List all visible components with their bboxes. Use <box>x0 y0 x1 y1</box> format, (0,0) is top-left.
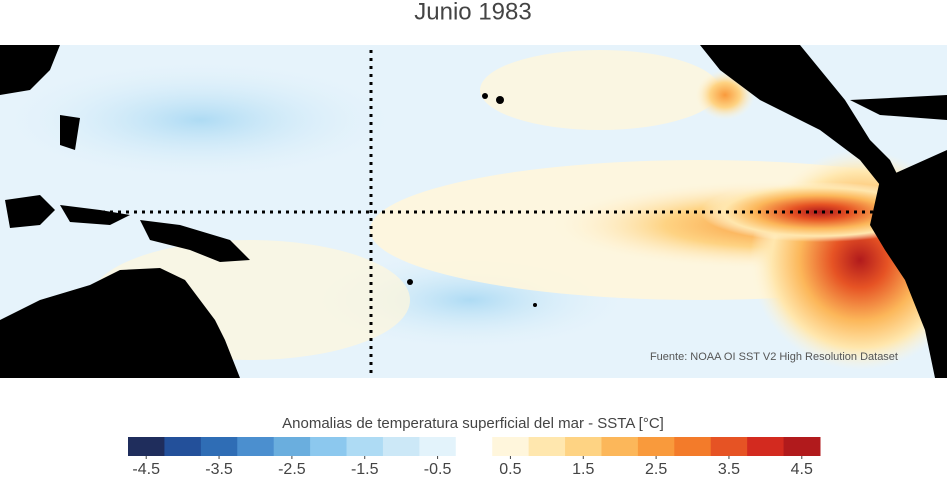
colorbar-label: Anomalias de temperatura superficial del… <box>282 415 664 432</box>
colorbar-swatch <box>674 437 712 456</box>
colorbar-swatch <box>273 437 311 456</box>
colorbar-swatch <box>601 437 639 456</box>
colorbar-swatch <box>747 437 785 456</box>
colorbar-swatch <box>382 437 420 456</box>
colorbar-swatch <box>200 437 238 456</box>
colorbar-tick-label: -4.5 <box>132 461 160 478</box>
colorbar-swatch <box>419 437 457 456</box>
colorbar-swatch <box>637 437 675 456</box>
source: Fuente: NOAA OI SST V2 High Resolution D… <box>650 351 898 363</box>
colorbar-swatch <box>237 437 275 456</box>
colorbar-tick-label: 2.5 <box>645 461 667 478</box>
colorbar-swatch <box>528 437 566 456</box>
colorbar-tick-label: -2.5 <box>278 461 306 478</box>
colorbar-tick-label: 4.5 <box>791 461 813 478</box>
land <box>0 45 947 378</box>
reference-lines <box>70 50 880 378</box>
colorbar-swatch <box>565 437 602 456</box>
colorbar-tick-label: -1.5 <box>351 461 379 478</box>
sst-map <box>0 45 947 378</box>
colorbar-swatch <box>164 437 202 456</box>
colorbar-swatch <box>346 437 384 456</box>
colorbar-swatch <box>492 437 530 456</box>
colorbar-tick-label: -3.5 <box>205 461 233 478</box>
colorbar-tick-label: 3.5 <box>718 461 740 478</box>
colorbar-tick-label: 1.5 <box>572 461 594 478</box>
colorbar-swatch <box>455 437 493 456</box>
colorbar-swatch <box>128 437 165 456</box>
title: Junio 1983 <box>414 0 531 25</box>
colorbar-swatch <box>783 437 821 456</box>
colorbar-tick-label: 0.5 <box>499 461 521 478</box>
colorbar-swatch <box>710 437 748 456</box>
colorbar-swatch <box>310 437 348 456</box>
colorbar-tick-label: -0.5 <box>424 461 452 478</box>
colorbar: -4.5 -3.5 -2.5 -1.5 -0.5 0.5 1.5 2.5 3.5 4.5 <box>128 437 821 478</box>
